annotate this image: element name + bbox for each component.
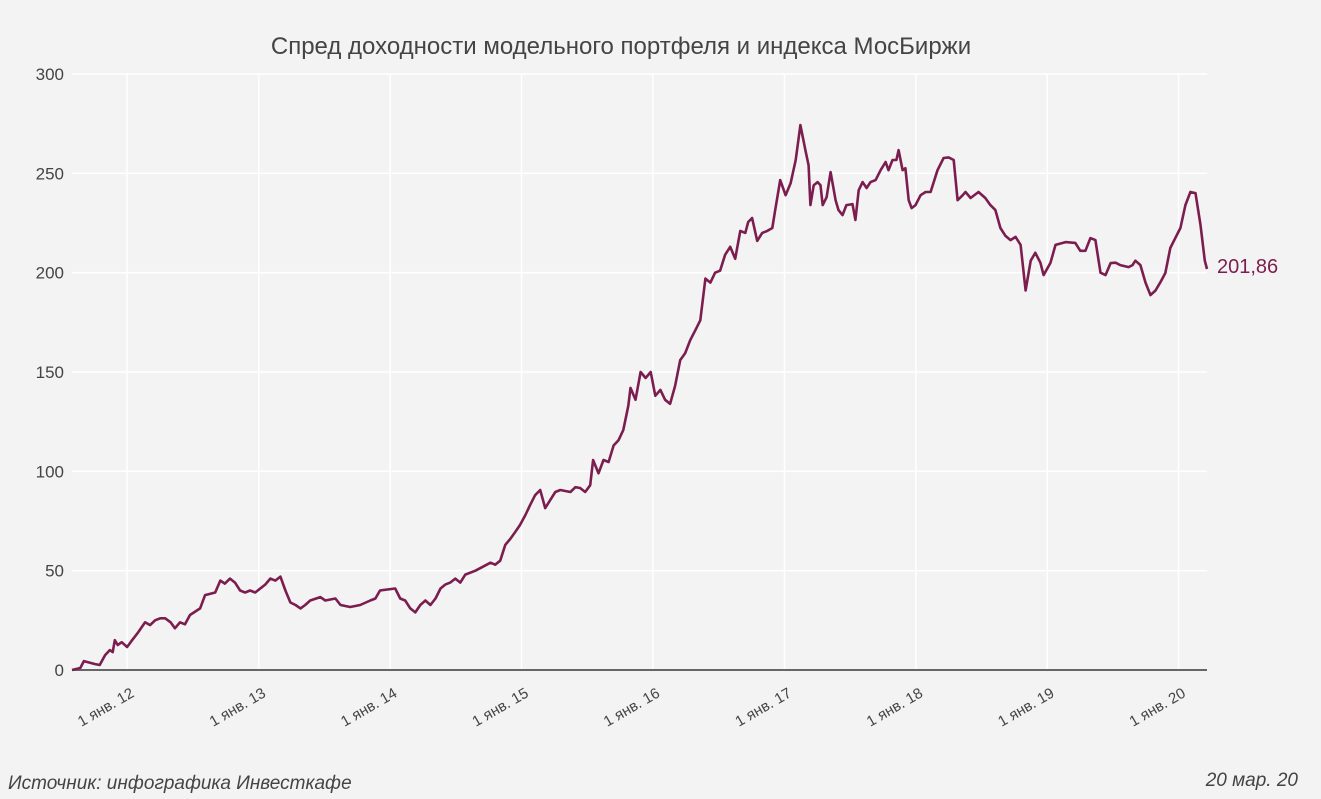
x-tick-label: 1 янв. 15 [469, 685, 531, 731]
x-tick-label: 1 янв. 18 [864, 685, 926, 731]
y-axis: 0 50 100 150 200 250 300 [36, 65, 64, 680]
x-tick-label: 1 янв. 19 [995, 685, 1057, 731]
y-tick-label: 100 [36, 462, 64, 481]
gridlines [72, 73, 1207, 670]
date-note: 20 мар. 20 [1205, 770, 1299, 791]
y-tick-label: 150 [36, 363, 64, 382]
x-tick-label: 1 янв. 20 [1126, 685, 1188, 731]
series-line [71, 123, 1209, 672]
y-tick-label: 300 [36, 65, 64, 84]
y-tick-label: 50 [45, 562, 64, 581]
x-tick-label: 1 янв. 14 [338, 685, 400, 731]
source-note: Источник: инфографика Инвесткафе [8, 773, 352, 794]
end-value-label: 201,86 [1217, 256, 1278, 278]
x-axis: 1 янв. 12 1 янв. 13 1 янв. 14 1 янв. 15 1 ян… [75, 685, 1189, 731]
x-tick-label: 1 янв. 13 [207, 685, 269, 731]
x-tick-label: 1 янв. 17 [732, 685, 794, 731]
chart-title: Спред доходности модельного портфеля и и… [271, 33, 971, 60]
y-tick-label: 200 [36, 264, 64, 283]
x-tick-label: 1 янв. 12 [75, 685, 137, 731]
y-tick-label: 0 [55, 661, 64, 680]
y-tick-label: 250 [36, 164, 64, 183]
x-tick-label: 1 янв. 16 [601, 685, 663, 731]
